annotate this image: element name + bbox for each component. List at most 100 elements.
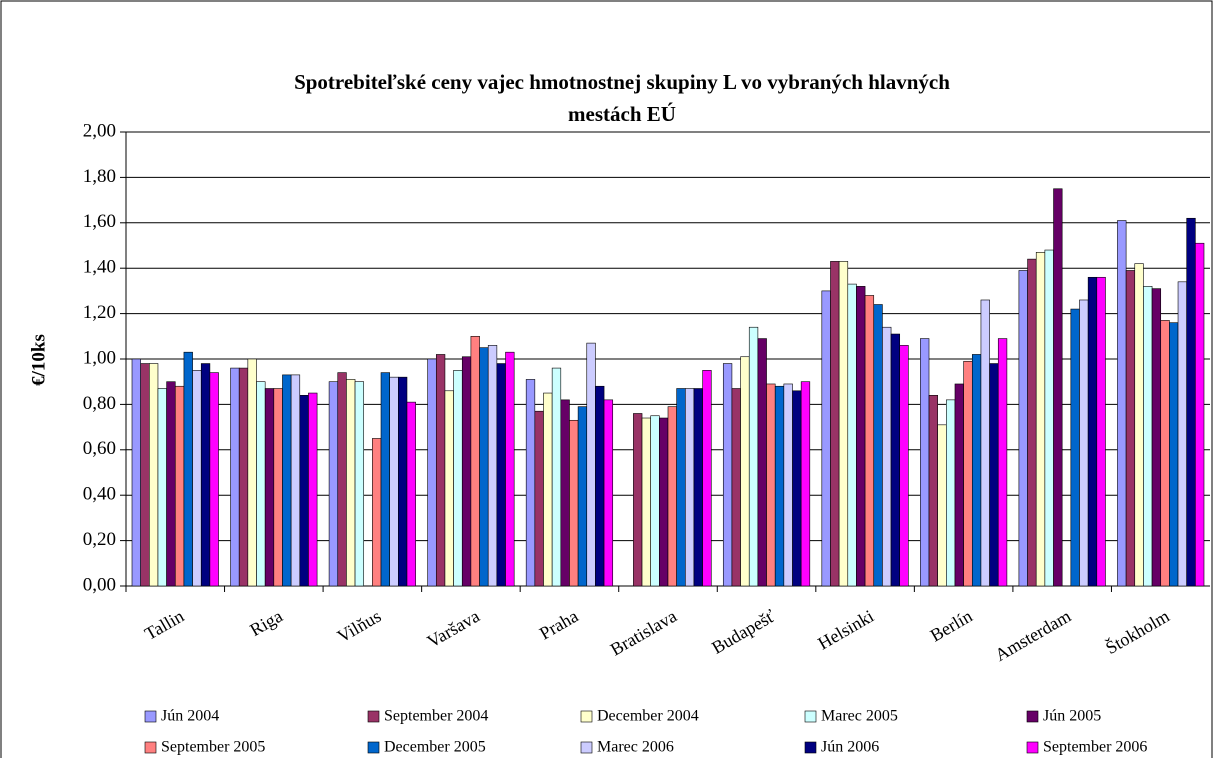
- bar: [1079, 299, 1089, 587]
- bar: [534, 410, 544, 587]
- bar: [1096, 276, 1106, 587]
- bar: [1169, 322, 1179, 587]
- bar: [380, 372, 390, 587]
- bar: [740, 356, 750, 587]
- bar: [731, 388, 741, 587]
- bar: [633, 413, 643, 587]
- legend-label: December 2005: [384, 739, 486, 756]
- bar: [586, 342, 596, 587]
- legend-label: September 2006: [1043, 739, 1147, 756]
- bar: [847, 283, 857, 587]
- bar: [667, 406, 677, 587]
- bar: [192, 370, 202, 587]
- bar: [157, 388, 167, 587]
- bar: [783, 383, 793, 587]
- y-tick-label: 0,00: [83, 574, 116, 595]
- bar: [200, 363, 211, 587]
- bar: [1044, 249, 1054, 587]
- bar: [140, 363, 150, 587]
- bar: [543, 392, 553, 587]
- legend-label: September 2004: [384, 708, 488, 725]
- bar: [273, 388, 283, 587]
- legend-swatch: [580, 710, 593, 723]
- y-tick-label: 1,60: [83, 211, 116, 232]
- legend-label: Jún 2005: [1043, 708, 1101, 725]
- bar: [864, 295, 875, 587]
- bar: [1177, 281, 1187, 587]
- bar: [398, 376, 408, 587]
- bar: [685, 388, 695, 587]
- bar: [337, 372, 347, 587]
- bar: [290, 374, 301, 587]
- legend-label: Jún 2006: [821, 739, 879, 756]
- legend-label: Marec 2005: [821, 708, 898, 725]
- bar: [954, 383, 964, 587]
- y-tick-label: 1,20: [83, 302, 116, 323]
- bar: [505, 351, 515, 587]
- bar: [774, 385, 785, 587]
- bar: [928, 395, 938, 587]
- bar: [282, 374, 292, 587]
- bar: [676, 388, 686, 587]
- bar: [230, 367, 240, 587]
- y-tick-label: 1,40: [83, 257, 116, 278]
- legend-swatch: [1026, 741, 1039, 754]
- bar: [149, 363, 159, 587]
- y-tick-label: 1,80: [83, 166, 116, 187]
- legend-swatch: [1026, 710, 1039, 723]
- bar: [1195, 242, 1205, 587]
- bar: [702, 370, 712, 587]
- bar: [461, 356, 472, 587]
- bar: [453, 370, 463, 587]
- bar: [174, 385, 185, 587]
- bar: [1117, 220, 1127, 587]
- bar: [641, 417, 651, 587]
- y-tick-label: 1,00: [83, 347, 116, 368]
- legend-swatch: [804, 710, 817, 723]
- bar: [693, 388, 703, 587]
- y-tick-label: 0,40: [83, 484, 116, 505]
- bar: [882, 326, 892, 587]
- bar: [766, 383, 776, 587]
- bar: [997, 338, 1008, 587]
- bar: [166, 381, 176, 587]
- bar: [659, 417, 669, 587]
- bar: [856, 286, 866, 587]
- y-tick-label: 0,60: [83, 438, 116, 459]
- bar: [748, 326, 759, 587]
- legend-label: December 2004: [597, 708, 699, 725]
- legend-label: September 2005: [161, 739, 265, 756]
- bar: [890, 333, 901, 587]
- chart-title: mestách EÚ: [568, 102, 676, 126]
- y-tick-label: 0,20: [83, 529, 116, 550]
- y-tick-label: 0,80: [83, 393, 116, 414]
- bar: [980, 299, 990, 587]
- bar: [1087, 276, 1098, 587]
- bar: [937, 424, 947, 587]
- bar: [989, 363, 999, 587]
- bar: [247, 358, 257, 587]
- bar: [1027, 258, 1037, 587]
- bar: [427, 358, 437, 587]
- bar: [487, 345, 498, 587]
- legend-label: Marec 2006: [597, 739, 674, 756]
- y-tick-label: 2,00: [83, 120, 116, 141]
- bar: [757, 338, 767, 587]
- bar: [435, 354, 446, 587]
- bar: [873, 304, 883, 587]
- bar: [603, 399, 614, 587]
- bar: [256, 381, 266, 587]
- bar: [308, 392, 318, 587]
- chart-title: Spotrebiteľské ceny vajec hmotnostnej sk…: [294, 70, 950, 94]
- bar: [899, 345, 909, 587]
- bar: [264, 388, 275, 587]
- bar: [569, 419, 579, 587]
- bar: [792, 390, 802, 587]
- bar: [299, 395, 309, 587]
- bar: [1018, 270, 1028, 587]
- bar: [1143, 286, 1153, 587]
- bar: [595, 385, 605, 587]
- bar: [389, 376, 399, 587]
- legend-swatch: [144, 741, 157, 754]
